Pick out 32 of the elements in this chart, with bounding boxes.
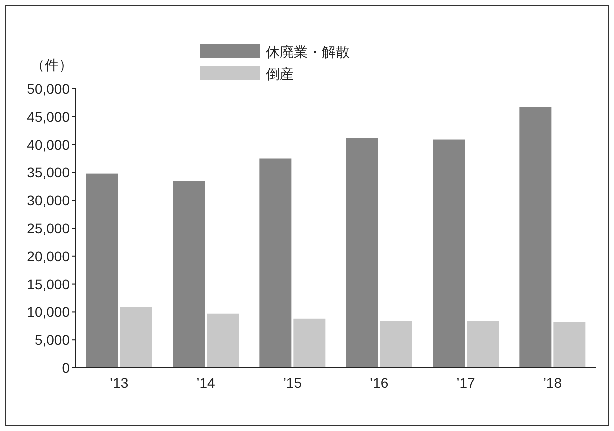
x-tick-label: ’14 bbox=[196, 375, 216, 391]
bar bbox=[467, 321, 499, 368]
bar bbox=[346, 138, 378, 368]
y-tick-label: 0 bbox=[62, 360, 70, 376]
y-tick-label: 5,000 bbox=[34, 332, 70, 348]
y-tick-label: 20,000 bbox=[27, 248, 70, 264]
bar bbox=[120, 307, 152, 368]
bar bbox=[520, 107, 552, 368]
x-tick-label: ’16 bbox=[370, 375, 389, 391]
y-tick-label: 15,000 bbox=[27, 276, 70, 292]
x-tick-label: ’18 bbox=[543, 375, 562, 391]
y-tick-label: 50,000 bbox=[27, 81, 70, 97]
x-tick-label: ’17 bbox=[456, 375, 476, 391]
legend-label: 倒産 bbox=[266, 66, 294, 82]
bar bbox=[173, 181, 205, 368]
bar bbox=[433, 140, 465, 368]
y-tick-label: 30,000 bbox=[27, 192, 70, 209]
y-tick-label: 35,000 bbox=[27, 164, 70, 181]
x-tick-label: ’15 bbox=[283, 375, 302, 391]
x-tick-label: ’13 bbox=[110, 375, 129, 391]
y-tick-label: 25,000 bbox=[27, 220, 70, 236]
y-tick-label: 10,000 bbox=[27, 304, 70, 320]
bar bbox=[294, 318, 326, 368]
bar bbox=[260, 158, 292, 368]
bar bbox=[207, 314, 239, 368]
y-tick-label: 40,000 bbox=[27, 136, 70, 153]
bar bbox=[554, 322, 586, 368]
y-tick-label: 45,000 bbox=[27, 108, 70, 125]
y-axis-title: （件） bbox=[31, 57, 73, 73]
bar bbox=[380, 321, 412, 368]
bar bbox=[86, 174, 118, 368]
legend-label: 休廃業・解散 bbox=[266, 44, 350, 60]
